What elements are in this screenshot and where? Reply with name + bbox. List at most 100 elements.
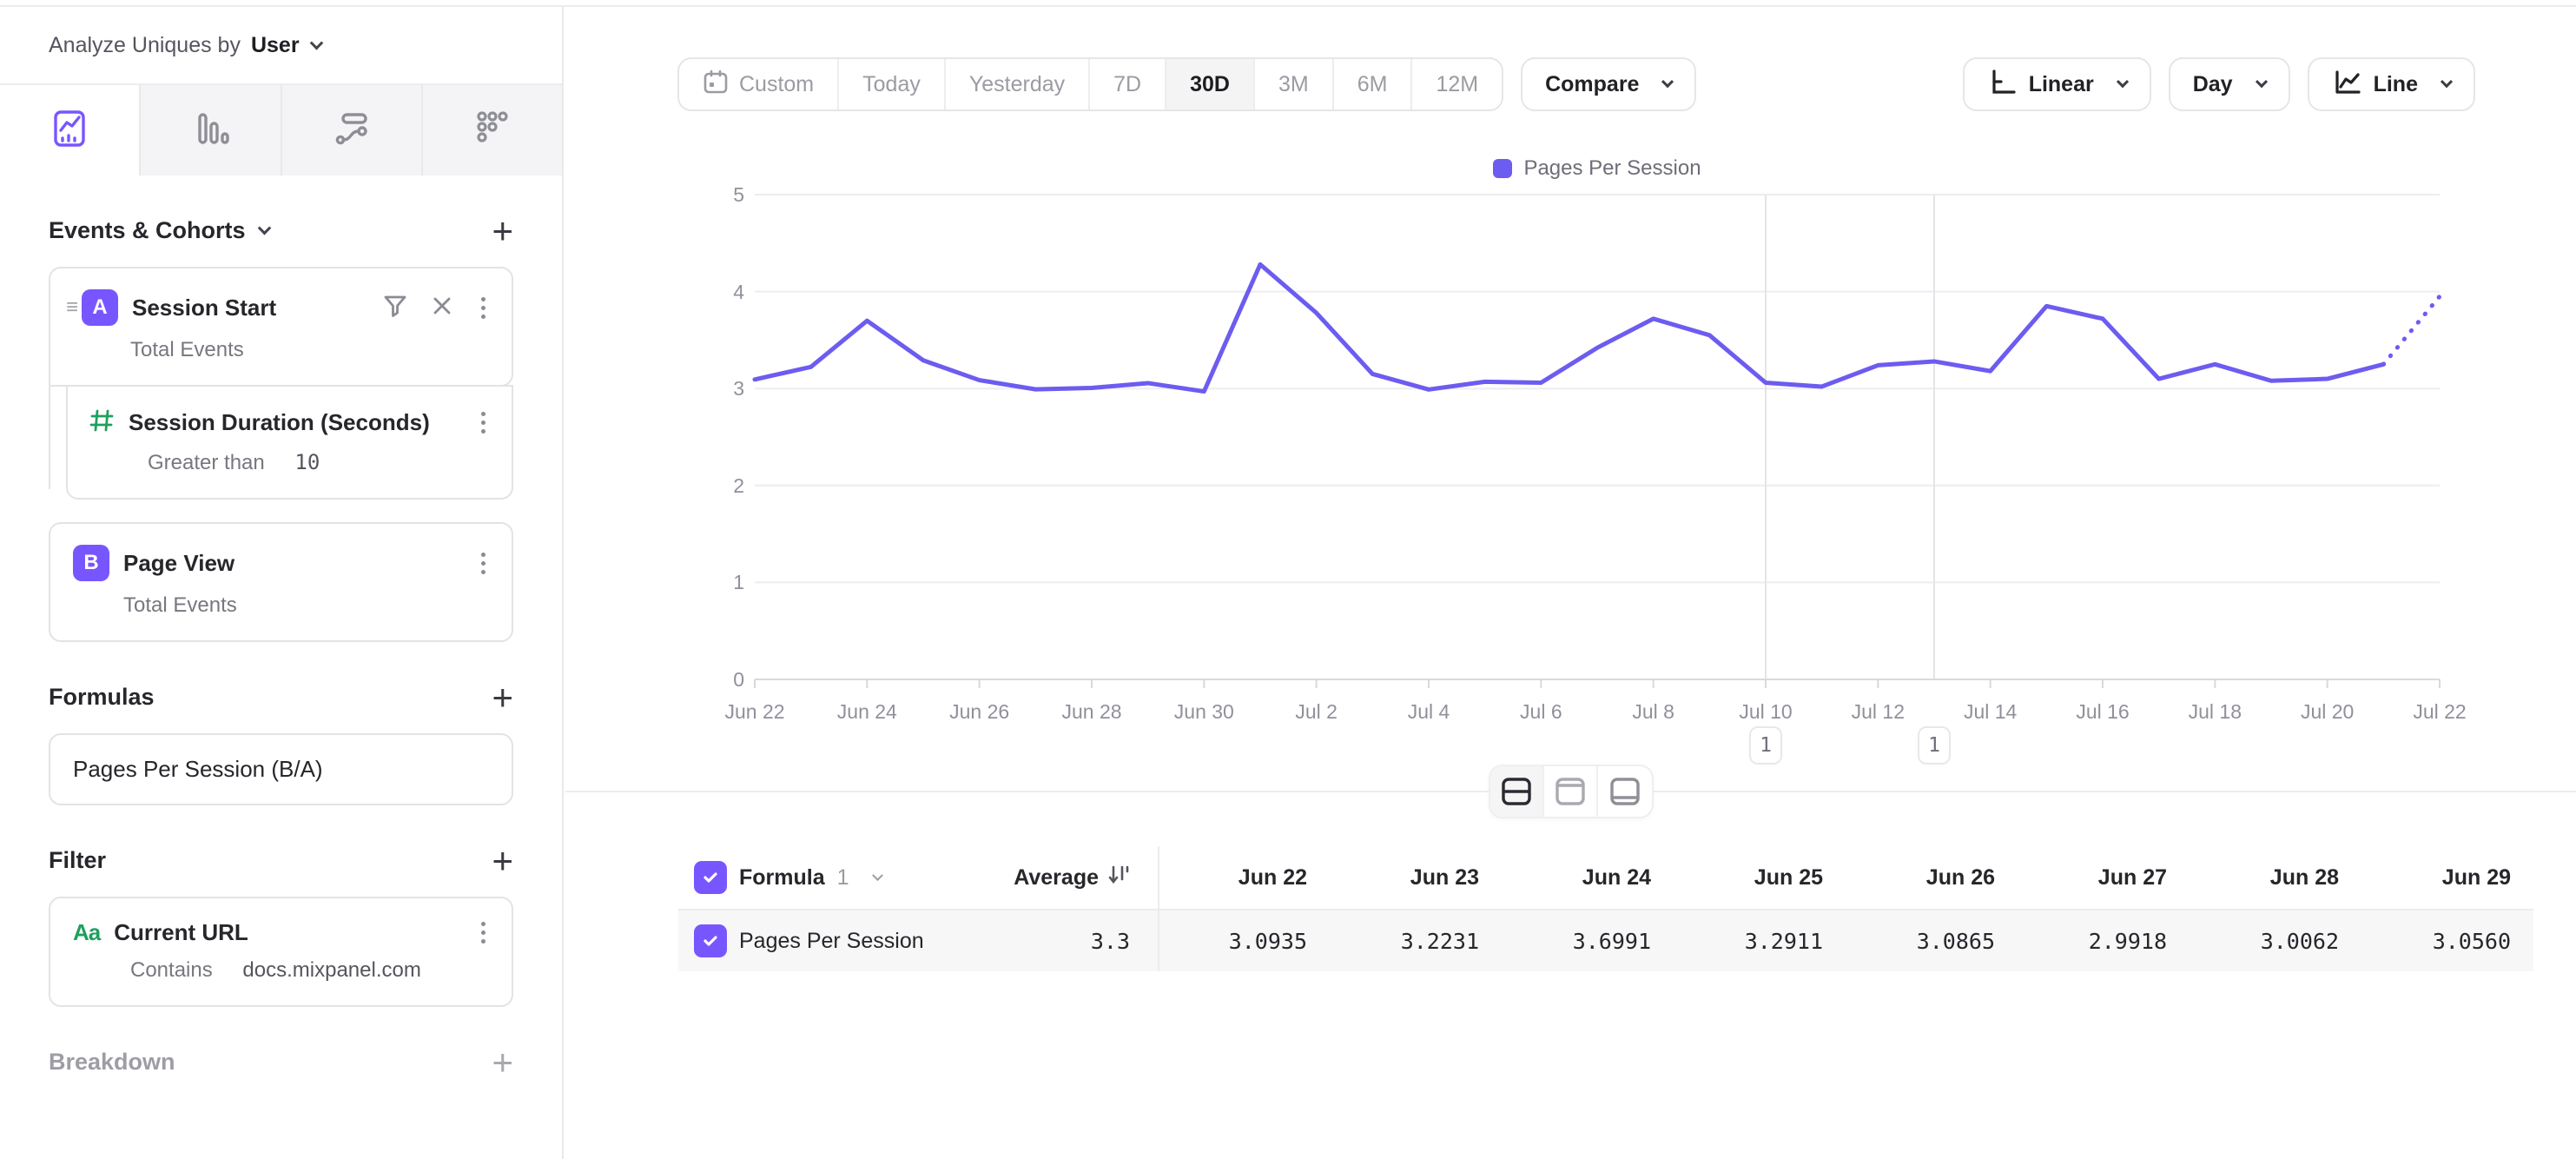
range-label: Today bbox=[862, 71, 921, 96]
event-badge-b: B bbox=[73, 545, 109, 581]
table-header-date[interactable]: Jun 28 bbox=[2269, 864, 2339, 890]
formula-index: 1 bbox=[836, 864, 849, 890]
tab-insights[interactable] bbox=[0, 85, 142, 176]
select-all-checkbox[interactable] bbox=[694, 861, 727, 894]
event-title[interactable]: Page View bbox=[123, 549, 235, 576]
filter-card-current-url[interactable]: Aa Current URL Contains docs.mixpanel.co… bbox=[49, 897, 513, 1007]
scale-button[interactable]: Linear bbox=[1962, 57, 2151, 111]
average-header[interactable]: Average bbox=[1014, 864, 1158, 892]
retention-dots-icon bbox=[473, 109, 512, 152]
row-checkbox[interactable] bbox=[694, 924, 727, 957]
table-row-series: Pages Per Session 3.3 bbox=[678, 909, 1158, 971]
granularity-button[interactable]: Day bbox=[2168, 57, 2290, 111]
annotation-badge[interactable]: 1 bbox=[1749, 726, 1782, 765]
event-title[interactable]: Session Start bbox=[132, 294, 277, 321]
breakdown-heading: Breakdown + bbox=[49, 1041, 513, 1083]
add-breakdown-button[interactable]: + bbox=[492, 1041, 513, 1083]
range-3m[interactable]: 3M bbox=[1255, 59, 1334, 109]
add-formula-button[interactable]: + bbox=[492, 676, 513, 718]
table-cell-value: 3.0062 bbox=[2190, 909, 2361, 971]
event-metric[interactable]: Total Events bbox=[130, 338, 244, 361]
property-filter-card[interactable]: Session Duration (Seconds) Greater than … bbox=[49, 385, 513, 500]
range-label: Custom bbox=[739, 71, 815, 96]
range-today[interactable]: Today bbox=[839, 59, 946, 109]
event-card-page-view[interactable]: B Page View Total Events bbox=[49, 522, 513, 642]
events-cohorts-heading: Events & Cohorts + bbox=[49, 209, 513, 251]
x-axis-label: Jul 8 bbox=[1632, 700, 1674, 723]
range-label: 30D bbox=[1190, 71, 1230, 96]
table-header-series: Formula 1 Average bbox=[678, 846, 1158, 909]
table-header-date[interactable]: Jun 23 bbox=[1410, 864, 1479, 890]
table-cell-value: 2.9918 bbox=[2018, 909, 2190, 971]
granularity-label: Day bbox=[2192, 71, 2233, 96]
annotation-badge[interactable]: 1 bbox=[1918, 726, 1951, 765]
table-cell-value: 3.0935 bbox=[1158, 909, 1330, 971]
x-axis-label: Jun 30 bbox=[1173, 700, 1234, 723]
property-filter-title[interactable]: Session Duration (Seconds) bbox=[129, 409, 430, 435]
y-axis-label: 4 bbox=[733, 280, 744, 303]
y-axis-label: 2 bbox=[733, 474, 744, 497]
table-cell-value: 3.0560 bbox=[2361, 909, 2533, 971]
chevron-down-icon bbox=[2116, 76, 2129, 89]
event-metric[interactable]: Total Events bbox=[123, 593, 237, 617]
y-axis-label: 3 bbox=[733, 377, 744, 401]
line-chart-icon bbox=[2332, 67, 2361, 103]
range-12m[interactable]: 12M bbox=[1412, 59, 1502, 109]
filter-funnel-icon[interactable] bbox=[382, 293, 408, 323]
chevron-down-icon bbox=[2255, 76, 2268, 89]
add-event-button[interactable]: + bbox=[492, 209, 513, 251]
x-axis-label: Jun 22 bbox=[724, 700, 785, 723]
calendar-icon bbox=[703, 69, 729, 101]
table-cell-value: 3.2911 bbox=[1674, 909, 1846, 971]
table-header-date[interactable]: Jun 29 bbox=[2441, 864, 2511, 890]
range-30d[interactable]: 30D bbox=[1166, 59, 1255, 109]
range-custom[interactable]: Custom bbox=[679, 59, 840, 109]
chevron-down-icon bbox=[309, 36, 323, 50]
filter-operator[interactable]: Greater than bbox=[148, 451, 265, 474]
x-axis-label: Jul 4 bbox=[1407, 700, 1450, 723]
analyze-value-dropdown[interactable]: User bbox=[250, 32, 300, 57]
compare-button[interactable]: Compare bbox=[1521, 57, 1697, 111]
filter-operator[interactable]: Contains bbox=[130, 958, 213, 982]
range-7d[interactable]: 7D bbox=[1090, 59, 1167, 109]
x-axis-label: Jul 14 bbox=[1963, 700, 2018, 723]
remove-event-icon[interactable] bbox=[431, 295, 453, 321]
filter-title: Filter bbox=[49, 847, 107, 873]
table-header-date[interactable]: Jun 22 bbox=[1158, 846, 1330, 909]
average-label: Average bbox=[1014, 864, 1099, 890]
formulas-heading: Formulas + bbox=[49, 676, 513, 718]
table-header-date[interactable]: Jun 26 bbox=[1925, 864, 1995, 890]
events-cohorts-title[interactable]: Events & Cohorts bbox=[49, 217, 246, 243]
chevron-down-icon bbox=[257, 221, 271, 235]
table-header-date[interactable]: Jun 27 bbox=[2097, 864, 2167, 890]
filter-value[interactable]: 10 bbox=[294, 450, 320, 474]
results-table: Formula 1 Average Jun 22 Jun 23 Jun 24 Jun … bbox=[678, 846, 2533, 971]
formula-card[interactable]: Pages Per Session (B/A) bbox=[49, 733, 513, 805]
filter-value[interactable]: docs.mixpanel.com bbox=[242, 958, 421, 982]
kebab-menu-icon[interactable] bbox=[481, 560, 485, 566]
add-filter-button[interactable]: + bbox=[492, 839, 513, 881]
kebab-menu-icon[interactable] bbox=[481, 305, 485, 310]
layout-table-button[interactable] bbox=[1598, 766, 1652, 817]
drag-handle-icon[interactable]: ≡ bbox=[65, 295, 78, 319]
analyze-label: Analyze Uniques by bbox=[49, 32, 241, 57]
table-header-date[interactable]: Jun 24 bbox=[1582, 864, 1651, 890]
kebab-menu-icon[interactable] bbox=[481, 421, 485, 425]
range-6m[interactable]: 6M bbox=[1334, 59, 1413, 109]
kebab-menu-icon[interactable] bbox=[481, 931, 485, 935]
report-main-area: Custom Today Yesterday 7D 30D 3M 6M 12M Compare… bbox=[565, 7, 2576, 1159]
table-header-date[interactable]: Jun 25 bbox=[1754, 864, 1823, 890]
layout-chart-button[interactable] bbox=[1544, 766, 1598, 817]
chart-type-button[interactable]: Line bbox=[2307, 57, 2475, 111]
line-chart[interactable] bbox=[752, 194, 2442, 688]
layout-split-button[interactable] bbox=[1489, 766, 1544, 817]
event-card-session-start[interactable]: ≡ A Session Start bbox=[49, 267, 513, 387]
row-label: Pages Per Session bbox=[739, 928, 924, 953]
range-yesterday[interactable]: Yesterday bbox=[946, 59, 1091, 109]
filter-property[interactable]: Current URL bbox=[114, 919, 248, 945]
tab-flows[interactable] bbox=[282, 85, 423, 176]
formula-name[interactable]: Formula bbox=[739, 864, 825, 890]
tab-funnels[interactable] bbox=[141, 85, 282, 176]
analyze-uniques-row: Analyze Uniques by User bbox=[0, 7, 562, 83]
tab-retention[interactable] bbox=[423, 85, 562, 176]
